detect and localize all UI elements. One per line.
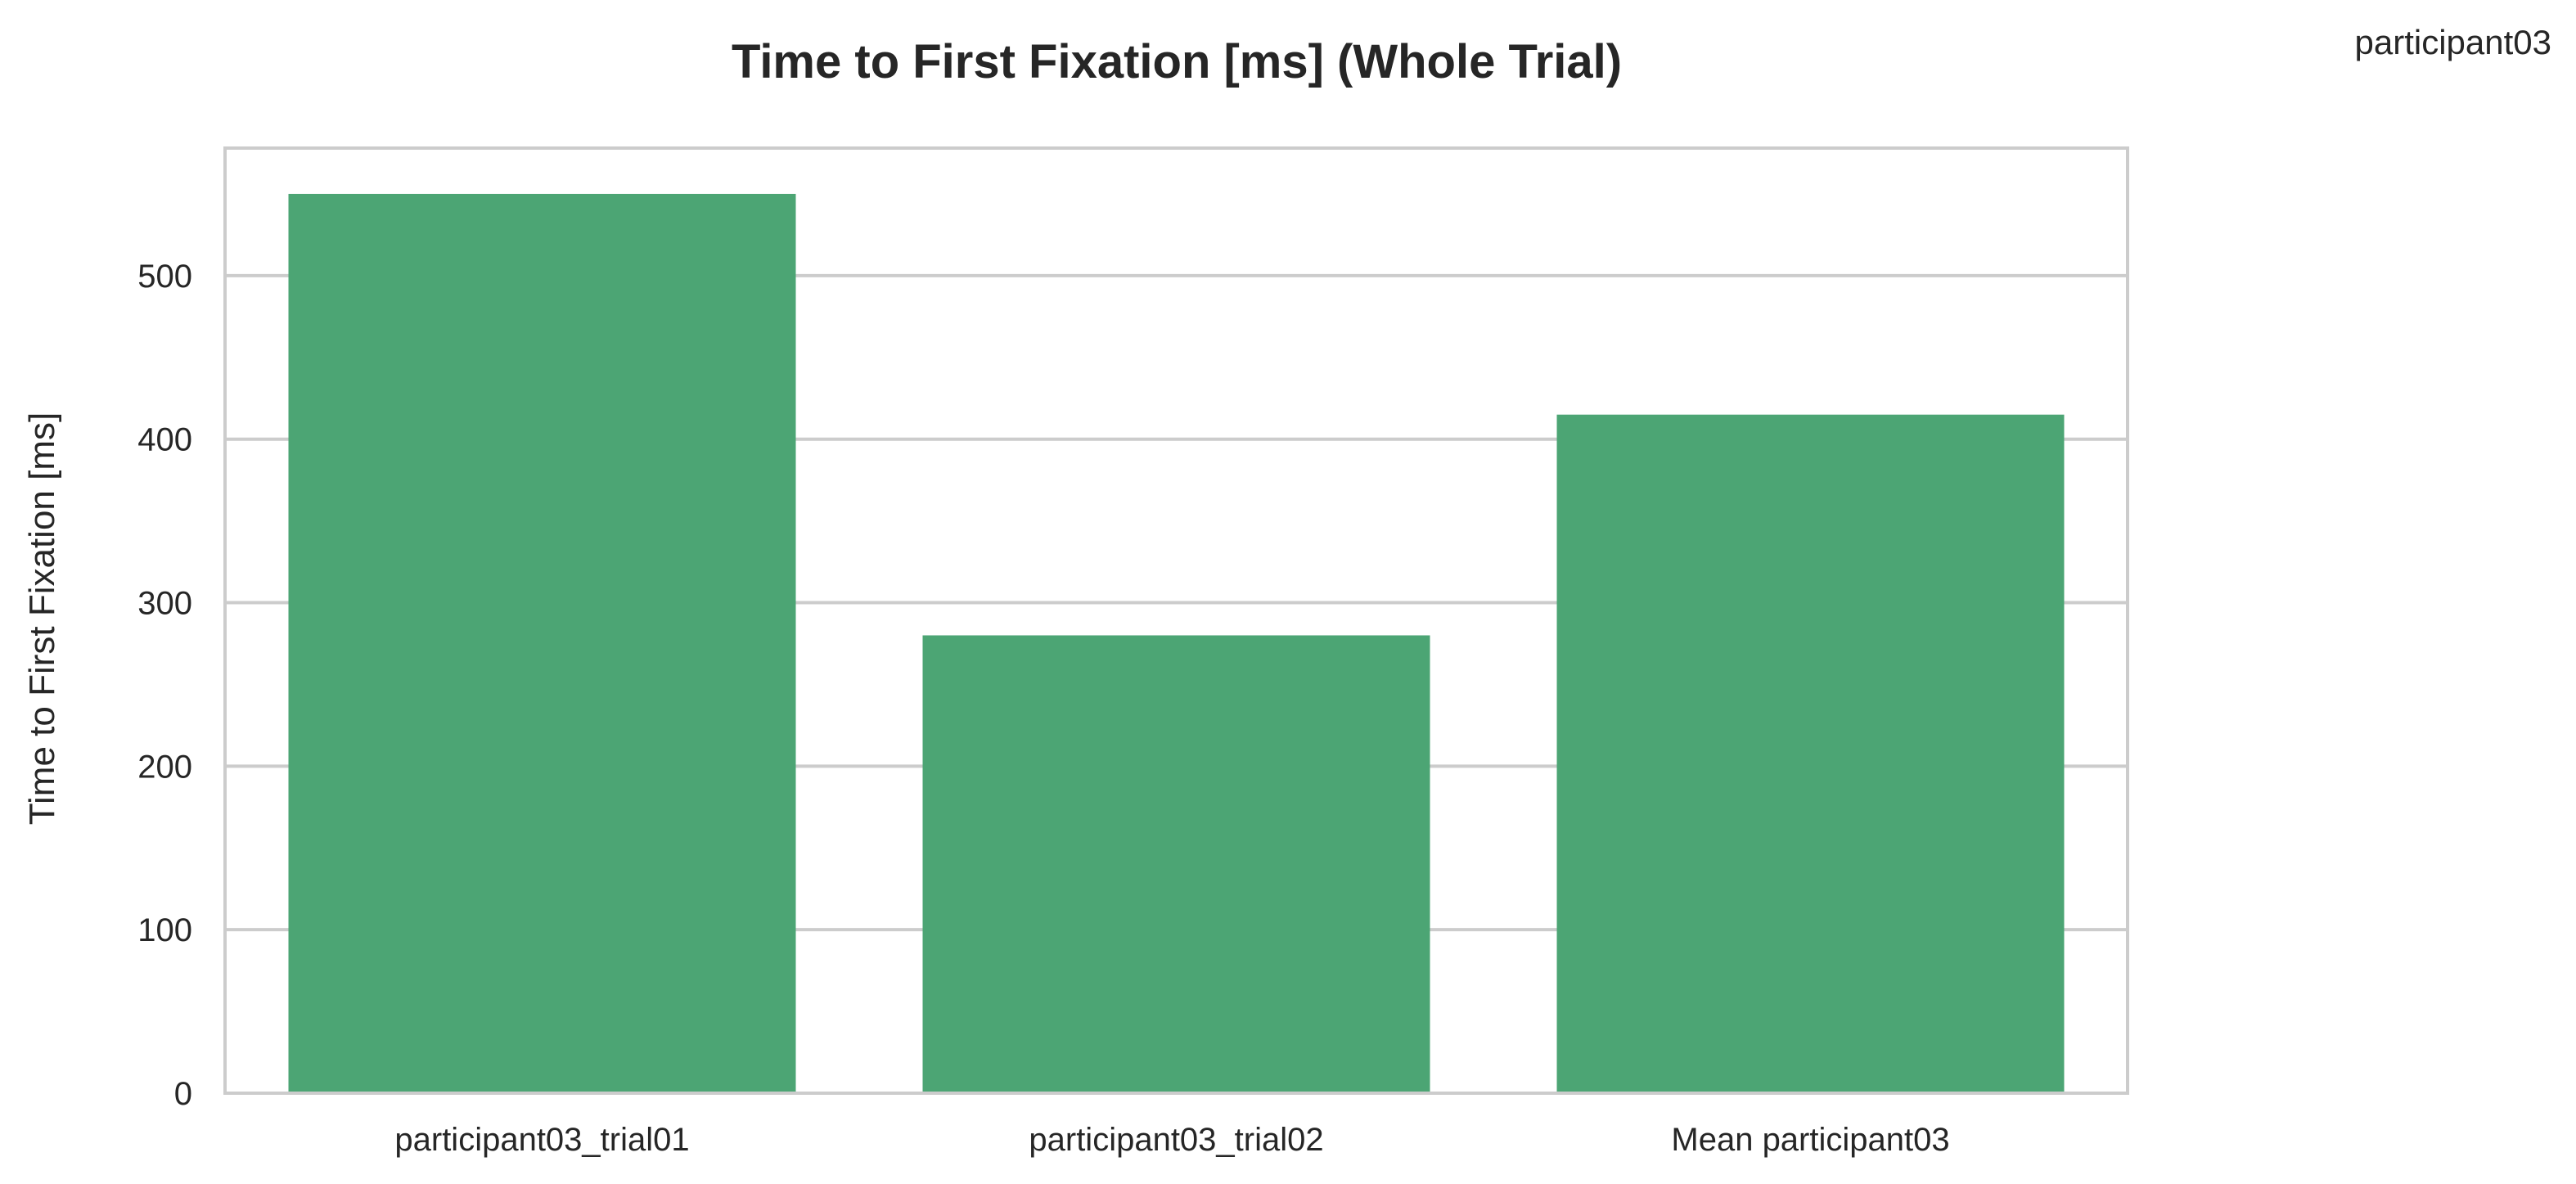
legend-entry: participant03 bbox=[2355, 23, 2552, 61]
y-tick-label: 500 bbox=[137, 259, 192, 295]
bar-1 bbox=[288, 193, 796, 1094]
y-axis-label: Time to First Fixation [ms] bbox=[22, 412, 62, 825]
y-tick-labels: 0 100 200 300 400 500 bbox=[137, 259, 192, 1112]
y-tick-label: 0 bbox=[174, 1076, 192, 1112]
x-tick-label: Mean participant03 bbox=[1671, 1122, 1949, 1158]
y-tick-label: 100 bbox=[137, 912, 192, 948]
bars bbox=[288, 193, 2065, 1094]
y-tick-label: 200 bbox=[137, 749, 192, 785]
bar-3 bbox=[1556, 414, 2065, 1093]
chart-title: Time to First Fixation [ms] (Whole Trial… bbox=[732, 35, 1622, 88]
x-tick-label: participant03_trial02 bbox=[1029, 1122, 1323, 1158]
y-tick-label: 300 bbox=[137, 586, 192, 622]
plot-frame bbox=[223, 146, 2129, 1095]
x-tick-labels: participant03_trial01 participant03_trial… bbox=[394, 1122, 1949, 1158]
x-tick-label: participant03_trial01 bbox=[394, 1122, 689, 1158]
bar-2 bbox=[922, 635, 1430, 1093]
y-tick-label: 400 bbox=[137, 422, 192, 458]
